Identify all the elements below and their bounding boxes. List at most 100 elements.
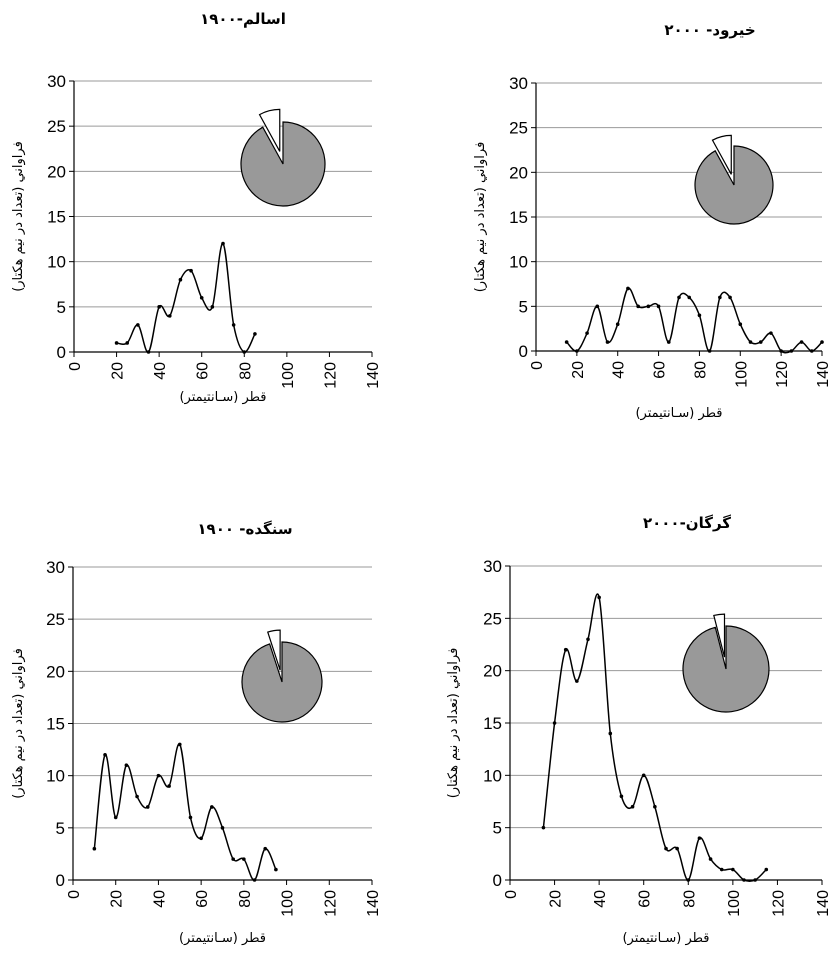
y-tick-label: 20 xyxy=(509,163,528,182)
y-tick-label: 20 xyxy=(483,662,502,681)
data-point xyxy=(687,295,692,300)
x-tick-label: 120 xyxy=(322,362,339,389)
pie-slice-large xyxy=(682,625,770,713)
data-point xyxy=(753,878,757,882)
series-line xyxy=(116,242,256,353)
data-point xyxy=(799,340,804,344)
x-tick-label: 0 xyxy=(503,890,520,899)
y-tick-label: 5 xyxy=(493,819,502,838)
x-tick-label: 100 xyxy=(280,890,297,917)
data-point xyxy=(597,595,601,600)
y-tick-label: 30 xyxy=(483,557,502,576)
data-point xyxy=(177,742,182,747)
data-point xyxy=(789,349,794,353)
data-point xyxy=(738,322,743,327)
y-tick-label: 10 xyxy=(46,767,65,786)
x-tick-label: 80 xyxy=(681,890,698,908)
data-point xyxy=(210,805,214,809)
data-point xyxy=(113,815,118,820)
data-point xyxy=(748,340,753,344)
y-tick-label: 20 xyxy=(46,662,65,681)
data-point xyxy=(199,836,203,841)
x-tick-label: 100 xyxy=(726,890,743,917)
x-tick-label: 80 xyxy=(692,361,709,379)
data-point xyxy=(585,331,589,335)
data-point xyxy=(145,805,150,809)
x-axis-label: قطر (سـانتيمتر) xyxy=(179,931,266,946)
data-point xyxy=(221,241,225,246)
data-point xyxy=(563,647,568,652)
data-point xyxy=(728,295,732,300)
data-point xyxy=(764,867,769,872)
data-point xyxy=(274,867,278,872)
x-tick-label: 140 xyxy=(815,890,832,917)
x-tick-label: 40 xyxy=(611,361,628,379)
data-point xyxy=(605,340,610,344)
x-tick-label: 100 xyxy=(280,362,297,389)
data-point xyxy=(677,295,681,300)
data-point xyxy=(220,826,225,830)
data-point xyxy=(252,878,257,882)
data-point xyxy=(656,304,661,309)
x-tick-label: 120 xyxy=(322,890,339,917)
pie-slice-large xyxy=(694,145,774,225)
x-tick-label: 100 xyxy=(733,361,750,388)
x-tick-label: 80 xyxy=(237,890,254,908)
data-point xyxy=(595,304,600,309)
data-point xyxy=(231,857,235,861)
data-point xyxy=(135,794,139,799)
data-point xyxy=(586,637,590,642)
chart-panel-3: سنگده- ۱۹۰۰ 0 5 10 15 20 25 30 0 20 40 60 80 100 120 14… xyxy=(11,520,382,946)
data-point xyxy=(253,332,257,336)
data-point xyxy=(146,350,151,354)
y-tick-label: 0 xyxy=(57,343,66,362)
x-tick-label: 40 xyxy=(151,890,168,908)
x-axis-label: قطر (سـانتيمتر) xyxy=(635,406,722,421)
data-point xyxy=(697,836,702,840)
data-point xyxy=(608,731,613,736)
x-tick-label: 120 xyxy=(774,361,791,388)
data-point xyxy=(92,846,97,851)
x-tick-label: 140 xyxy=(815,361,832,388)
y-tick-label: 30 xyxy=(509,74,528,93)
data-point xyxy=(263,846,268,851)
data-point xyxy=(779,349,783,353)
data-point xyxy=(564,340,569,344)
x-tick-label: 60 xyxy=(652,361,669,379)
data-point xyxy=(769,331,773,335)
data-point xyxy=(707,349,712,353)
x-tick-label: 60 xyxy=(195,362,212,380)
data-point xyxy=(742,878,746,882)
data-point xyxy=(189,268,193,273)
y-tick-label: 15 xyxy=(509,208,528,227)
x-tick-label: 140 xyxy=(365,362,382,389)
data-point xyxy=(718,295,722,300)
pie-slice-small xyxy=(713,613,726,658)
y-tick-label: 0 xyxy=(519,342,528,361)
y-axis-label: فراواني (تعداد در نيم هكتار) xyxy=(446,648,461,799)
x-tick-label: 0 xyxy=(66,890,83,899)
pie-slice-small xyxy=(267,629,281,671)
y-tick-label: 25 xyxy=(483,609,502,628)
y-tick-label: 10 xyxy=(509,253,528,272)
data-point xyxy=(178,277,183,282)
y-tick-label: 15 xyxy=(47,208,66,227)
x-tick-label: 20 xyxy=(548,890,565,908)
chart-title: خيرود- ۲۰۰۰ xyxy=(664,21,755,39)
data-point xyxy=(686,878,691,882)
data-point xyxy=(167,314,172,318)
data-point xyxy=(231,323,236,327)
y-tick-label: 25 xyxy=(509,119,528,138)
data-point xyxy=(619,794,624,799)
data-point xyxy=(646,304,651,309)
y-tick-label: 15 xyxy=(483,714,502,733)
chart-title: سنگده- ۱۹۰۰ xyxy=(197,520,292,538)
chart-panel-4: گرگان-۲۰۰۰ 0 5 10 15 20 25 30 0 20 40 60 80 100 120 140… xyxy=(446,514,832,946)
pie-slice-small xyxy=(711,134,732,175)
x-tick-label: 60 xyxy=(637,890,654,908)
series-line xyxy=(566,287,823,354)
data-point xyxy=(675,846,679,851)
x-tick-label: 20 xyxy=(570,361,587,379)
data-point xyxy=(615,322,620,327)
data-point xyxy=(552,721,557,725)
